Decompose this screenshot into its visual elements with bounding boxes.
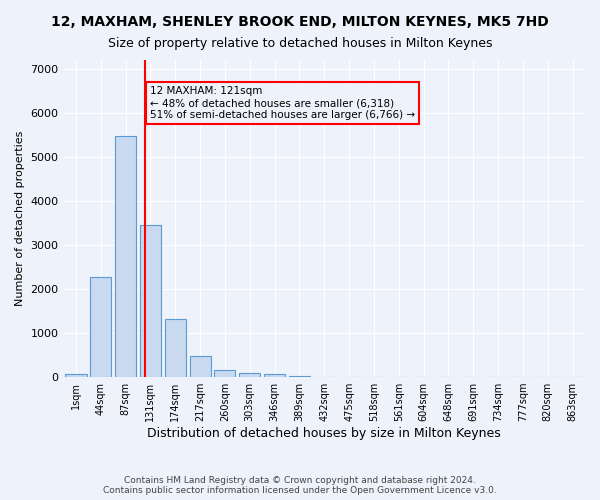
Bar	[239, 372, 260, 377]
X-axis label: Distribution of detached houses by size in Milton Keynes: Distribution of detached houses by size …	[148, 427, 501, 440]
Text: Contains HM Land Registry data © Crown copyright and database right 2024.
Contai: Contains HM Land Registry data © Crown c…	[103, 476, 497, 495]
Bar	[214, 370, 235, 377]
Bar	[264, 374, 285, 377]
Text: Size of property relative to detached houses in Milton Keynes: Size of property relative to detached ho…	[108, 38, 492, 51]
Bar	[115, 136, 136, 377]
Bar	[165, 319, 186, 377]
Text: 12 MAXHAM: 121sqm
← 48% of detached houses are smaller (6,318)
51% of semi-detac: 12 MAXHAM: 121sqm ← 48% of detached hous…	[150, 86, 415, 120]
Bar	[190, 356, 211, 377]
Bar	[289, 376, 310, 377]
Text: 12, MAXHAM, SHENLEY BROOK END, MILTON KEYNES, MK5 7HD: 12, MAXHAM, SHENLEY BROOK END, MILTON KE…	[51, 15, 549, 29]
Bar	[65, 374, 86, 377]
Bar	[90, 276, 112, 377]
Bar	[140, 224, 161, 377]
Y-axis label: Number of detached properties: Number of detached properties	[15, 131, 25, 306]
